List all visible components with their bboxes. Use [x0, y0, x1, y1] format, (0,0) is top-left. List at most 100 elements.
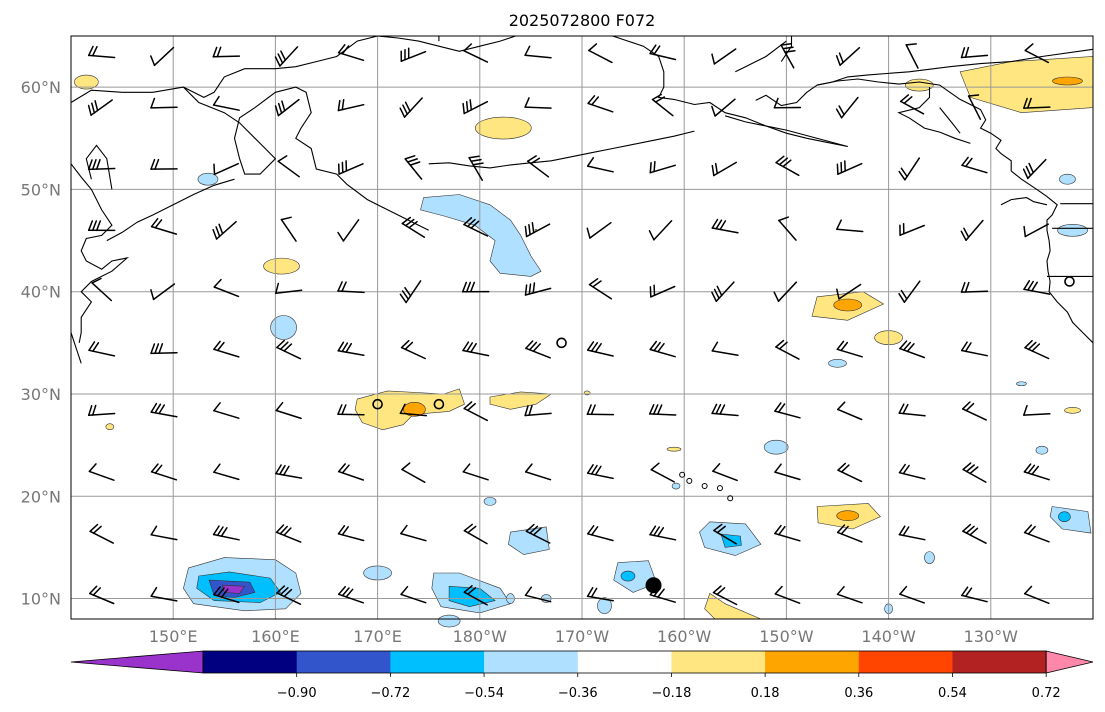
wind-barb: [650, 462, 675, 483]
anomaly-contour: [1035, 445, 1049, 455]
wind-barb: [524, 282, 552, 296]
colorbar-segment: [952, 651, 1047, 673]
coastline-bristol: [735, 40, 787, 73]
wind-barb: [277, 155, 300, 178]
wind-barb: [1023, 223, 1049, 238]
wind-barb: [275, 464, 303, 479]
island: [686, 477, 693, 484]
longitude-label: 140°W: [861, 627, 916, 646]
wind-barb: [87, 99, 113, 116]
wind-barb: [463, 585, 488, 606]
latitude-label: 30°N: [21, 385, 61, 404]
wind-barb: [88, 463, 115, 481]
anomaly-contour: [437, 614, 461, 628]
coastline-kurils: [106, 178, 235, 242]
wind-barb: [649, 525, 677, 541]
wind-barb: [586, 341, 614, 357]
wind-barb: [835, 96, 859, 119]
coastline-japan: [70, 163, 130, 343]
wind-barb: [649, 284, 676, 298]
latitude-label: 20°N: [21, 487, 61, 506]
wind-barb: [1024, 43, 1050, 64]
wind-barb: [463, 217, 489, 237]
anomaly-contour: [489, 391, 553, 410]
storm-marker-open: [556, 337, 567, 349]
colorbar-tick-label: −0.72: [370, 686, 410, 701]
wind-barb: [213, 340, 240, 358]
wind-barbs: [87, 42, 1051, 606]
wind-barb: [87, 404, 116, 417]
anomaly-contour: [671, 482, 681, 490]
wind-barb: [711, 161, 738, 177]
anomaly-contour: [475, 116, 532, 140]
map-frame: [70, 35, 1094, 620]
wind-barb: [713, 523, 738, 545]
wind-barb: [150, 217, 178, 235]
wind-barb: [337, 525, 365, 542]
wind-barb: [276, 339, 302, 360]
wind-barb: [150, 343, 178, 355]
wind-barb: [961, 401, 987, 421]
storm-marker-open: [372, 398, 383, 410]
wind-barb: [524, 463, 552, 481]
anomaly-contour: [836, 510, 860, 521]
longitude-label: 170°W: [555, 627, 610, 646]
wind-barb: [274, 46, 299, 67]
wind-barb: [337, 585, 365, 604]
coastline-panhandle: [897, 87, 971, 144]
wind-barb: [960, 46, 989, 59]
wind-barb: [524, 97, 552, 109]
wind-barb: [463, 523, 488, 545]
wind-barb: [87, 220, 116, 232]
wind-barb: [88, 341, 116, 357]
wind-barb: [899, 222, 925, 236]
wind-barb: [276, 585, 302, 605]
wind-barb: [898, 525, 926, 541]
wind-barb: [337, 281, 365, 294]
wind-barb: [1023, 463, 1050, 481]
wind-barb: [649, 340, 676, 358]
island: [716, 485, 723, 492]
wind-barb: [587, 525, 614, 542]
wind-barb: [960, 281, 989, 293]
wind-barb: [150, 586, 178, 602]
wind-barb: [337, 341, 365, 357]
wind-barb: [586, 464, 614, 480]
wind-barb: [775, 155, 800, 177]
wind-barb: [280, 216, 297, 242]
wind-barb: [526, 155, 550, 178]
colorbar-segment: [577, 651, 672, 673]
coastline-siberia: [70, 35, 378, 103]
wind-barb: [898, 463, 926, 480]
wind-barb: [648, 220, 673, 241]
coastline-chukotka: [377, 35, 516, 52]
wind-barb: [962, 523, 987, 544]
wind-barb: [337, 98, 365, 112]
coastlines: [70, 35, 1094, 502]
anomaly-contour: [74, 74, 99, 90]
wind-barb: [898, 157, 921, 181]
anomaly-contour: [263, 257, 300, 275]
wind-barb: [780, 42, 796, 69]
map-title: 2025072800 F072: [509, 11, 656, 30]
wind-barb: [648, 404, 677, 416]
wind-barb: [275, 524, 302, 543]
anomaly-contour: [1016, 381, 1027, 387]
wind-barb: [212, 525, 240, 541]
anomaly-contour: [420, 194, 542, 277]
longitude-labels: 150°E 160°E 170°E 180°W 170°W 160°W 150°W 140°W…: [149, 627, 1018, 646]
colorbar-segment: [765, 651, 860, 673]
wind-barb: [524, 222, 551, 238]
colorbar-segment: [390, 651, 485, 673]
wind-barb: [836, 585, 863, 604]
wind-barb: [651, 93, 674, 117]
longitude-label: 180°W: [453, 627, 508, 646]
colorbar: −0.90 −0.72 −0.54 −0.36 −0.18 0.18 0.36 0.54 0.7…: [70, 650, 1094, 701]
wind-barb: [836, 283, 862, 300]
wind-barb: [711, 341, 739, 356]
wind-barb: [275, 401, 302, 420]
longitude-label: 170°E: [353, 627, 402, 646]
colorbar-frame: [202, 650, 1047, 674]
wind-barb: [404, 155, 423, 180]
wind-barb: [960, 219, 984, 241]
